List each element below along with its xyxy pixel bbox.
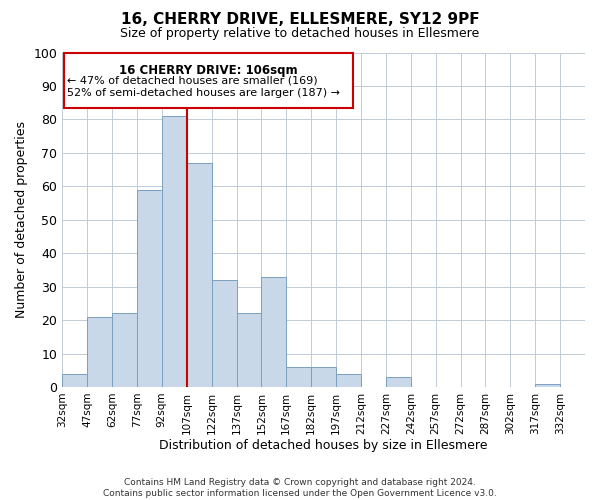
Bar [212, 280, 236, 387]
Bar [311, 367, 336, 387]
Text: ← 47% of detached houses are smaller (169): ← 47% of detached houses are smaller (16… [67, 76, 318, 86]
Bar [535, 384, 560, 387]
Bar [386, 377, 411, 387]
Bar [236, 314, 262, 387]
X-axis label: Distribution of detached houses by size in Ellesmere: Distribution of detached houses by size … [160, 440, 488, 452]
Text: Size of property relative to detached houses in Ellesmere: Size of property relative to detached ho… [121, 28, 479, 40]
Bar [336, 374, 361, 387]
Text: Contains HM Land Registry data © Crown copyright and database right 2024.
Contai: Contains HM Land Registry data © Crown c… [103, 478, 497, 498]
Bar [162, 116, 187, 387]
Bar [112, 314, 137, 387]
FancyBboxPatch shape [64, 52, 353, 108]
Y-axis label: Number of detached properties: Number of detached properties [15, 121, 28, 318]
Bar [62, 374, 87, 387]
Bar [187, 163, 212, 387]
Text: 16 CHERRY DRIVE: 106sqm: 16 CHERRY DRIVE: 106sqm [119, 64, 298, 77]
Bar [137, 190, 162, 387]
Text: 52% of semi-detached houses are larger (187) →: 52% of semi-detached houses are larger (… [67, 88, 340, 98]
Bar [87, 316, 112, 387]
Text: 16, CHERRY DRIVE, ELLESMERE, SY12 9PF: 16, CHERRY DRIVE, ELLESMERE, SY12 9PF [121, 12, 479, 28]
Bar [286, 367, 311, 387]
Bar [262, 276, 286, 387]
